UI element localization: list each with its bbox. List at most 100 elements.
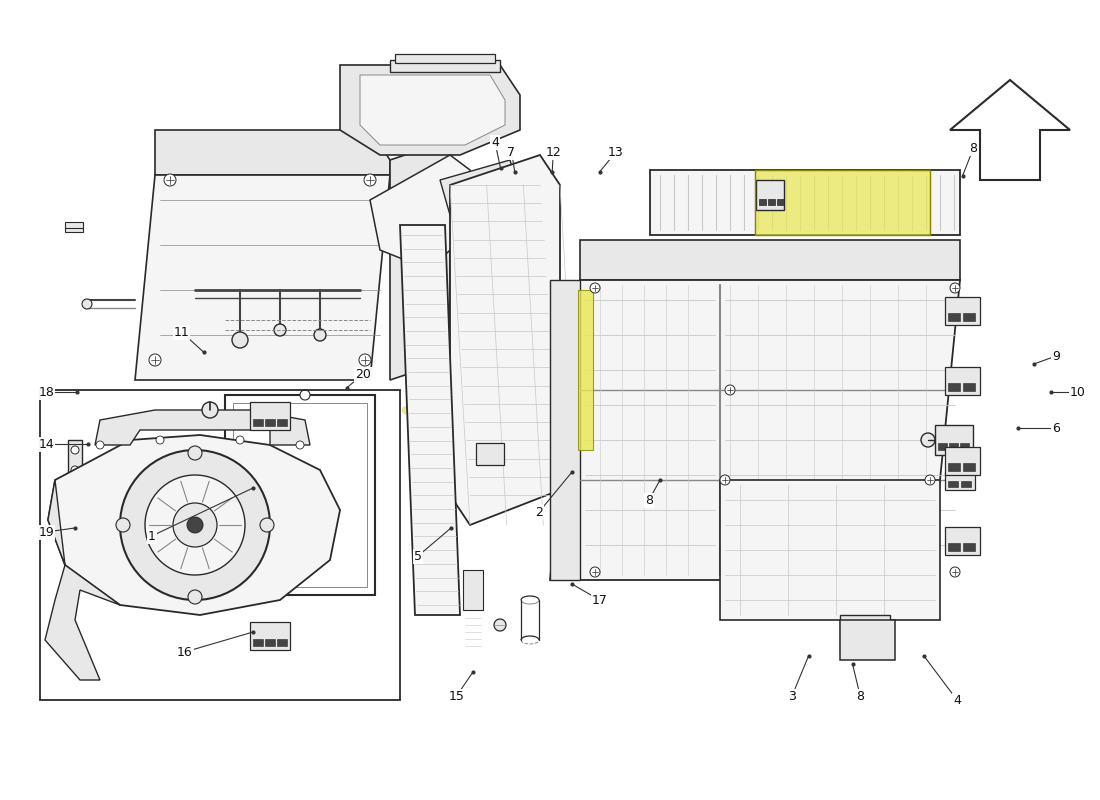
Bar	[578, 290, 593, 450]
Bar	[948, 481, 958, 487]
Bar	[777, 199, 784, 205]
Circle shape	[173, 503, 217, 547]
Text: 8: 8	[969, 142, 978, 154]
Bar	[948, 463, 960, 471]
Polygon shape	[580, 240, 960, 280]
Text: 15: 15	[449, 690, 464, 702]
Bar	[253, 639, 263, 646]
Text: 9: 9	[1052, 350, 1060, 362]
Polygon shape	[360, 75, 505, 145]
Text: a passion for parts.com: a passion for parts.com	[398, 395, 702, 525]
Bar	[250, 622, 290, 650]
Text: 13: 13	[608, 146, 624, 158]
Polygon shape	[450, 155, 560, 525]
Bar	[962, 463, 975, 471]
Polygon shape	[950, 80, 1070, 180]
Polygon shape	[550, 280, 960, 580]
Bar	[233, 403, 367, 587]
Text: 8: 8	[645, 494, 653, 506]
Bar	[962, 383, 975, 391]
Circle shape	[925, 475, 935, 485]
Polygon shape	[390, 140, 450, 380]
Polygon shape	[400, 225, 460, 615]
Bar	[945, 297, 980, 325]
Bar	[960, 443, 969, 450]
Bar	[463, 570, 483, 610]
Circle shape	[296, 441, 304, 449]
Bar	[948, 313, 960, 321]
Bar	[755, 170, 930, 235]
Bar	[65, 222, 82, 232]
Text: 20: 20	[355, 368, 371, 381]
Text: 14: 14	[39, 438, 54, 450]
Text: 16: 16	[177, 646, 192, 658]
Polygon shape	[48, 435, 340, 615]
Bar	[938, 443, 947, 450]
Bar	[756, 180, 784, 210]
Bar	[265, 639, 275, 646]
Text: 10: 10	[1070, 386, 1086, 398]
Circle shape	[164, 174, 176, 186]
Bar	[768, 199, 776, 205]
Text: 12: 12	[546, 146, 561, 158]
Text: 3: 3	[788, 690, 796, 702]
Circle shape	[96, 441, 104, 449]
Polygon shape	[155, 130, 390, 175]
Circle shape	[950, 567, 960, 577]
Polygon shape	[135, 175, 390, 380]
Bar	[945, 472, 975, 490]
Bar	[873, 637, 886, 645]
Circle shape	[314, 329, 326, 341]
Bar	[948, 543, 960, 551]
Circle shape	[590, 567, 600, 577]
Bar	[858, 637, 870, 645]
Circle shape	[156, 436, 164, 444]
Text: 11: 11	[174, 326, 189, 338]
Bar	[40, 390, 400, 700]
Polygon shape	[95, 410, 310, 445]
Circle shape	[202, 402, 218, 418]
Circle shape	[494, 619, 506, 631]
Circle shape	[364, 174, 376, 186]
Circle shape	[232, 332, 248, 348]
Bar	[478, 186, 496, 198]
Bar	[948, 383, 960, 391]
Bar	[265, 419, 275, 426]
Circle shape	[300, 390, 310, 400]
Bar	[226, 395, 375, 595]
Bar	[755, 170, 930, 235]
Bar	[945, 527, 980, 555]
Circle shape	[274, 324, 286, 336]
Circle shape	[921, 433, 935, 447]
Bar	[395, 54, 495, 63]
Bar	[759, 199, 766, 205]
Text: 19: 19	[39, 526, 54, 538]
Bar	[390, 60, 501, 72]
Circle shape	[725, 385, 735, 395]
Circle shape	[590, 283, 600, 293]
Bar	[945, 447, 980, 475]
Bar	[945, 367, 980, 395]
Circle shape	[187, 517, 204, 533]
Polygon shape	[340, 65, 520, 155]
Bar	[250, 402, 290, 430]
Bar	[277, 419, 287, 426]
Polygon shape	[440, 160, 520, 215]
Bar	[840, 615, 890, 650]
Bar	[253, 419, 263, 426]
Circle shape	[359, 354, 371, 366]
Circle shape	[236, 436, 244, 444]
Text: 4: 4	[953, 694, 961, 706]
Circle shape	[950, 283, 960, 293]
Bar	[840, 620, 895, 660]
Polygon shape	[370, 155, 470, 270]
Bar	[961, 481, 971, 487]
Polygon shape	[720, 480, 940, 620]
Text: 4: 4	[491, 136, 499, 149]
Circle shape	[120, 450, 270, 600]
Text: 5: 5	[414, 550, 422, 562]
Circle shape	[72, 466, 79, 474]
Text: 6: 6	[1052, 422, 1060, 434]
Bar	[962, 543, 975, 551]
Circle shape	[72, 446, 79, 454]
